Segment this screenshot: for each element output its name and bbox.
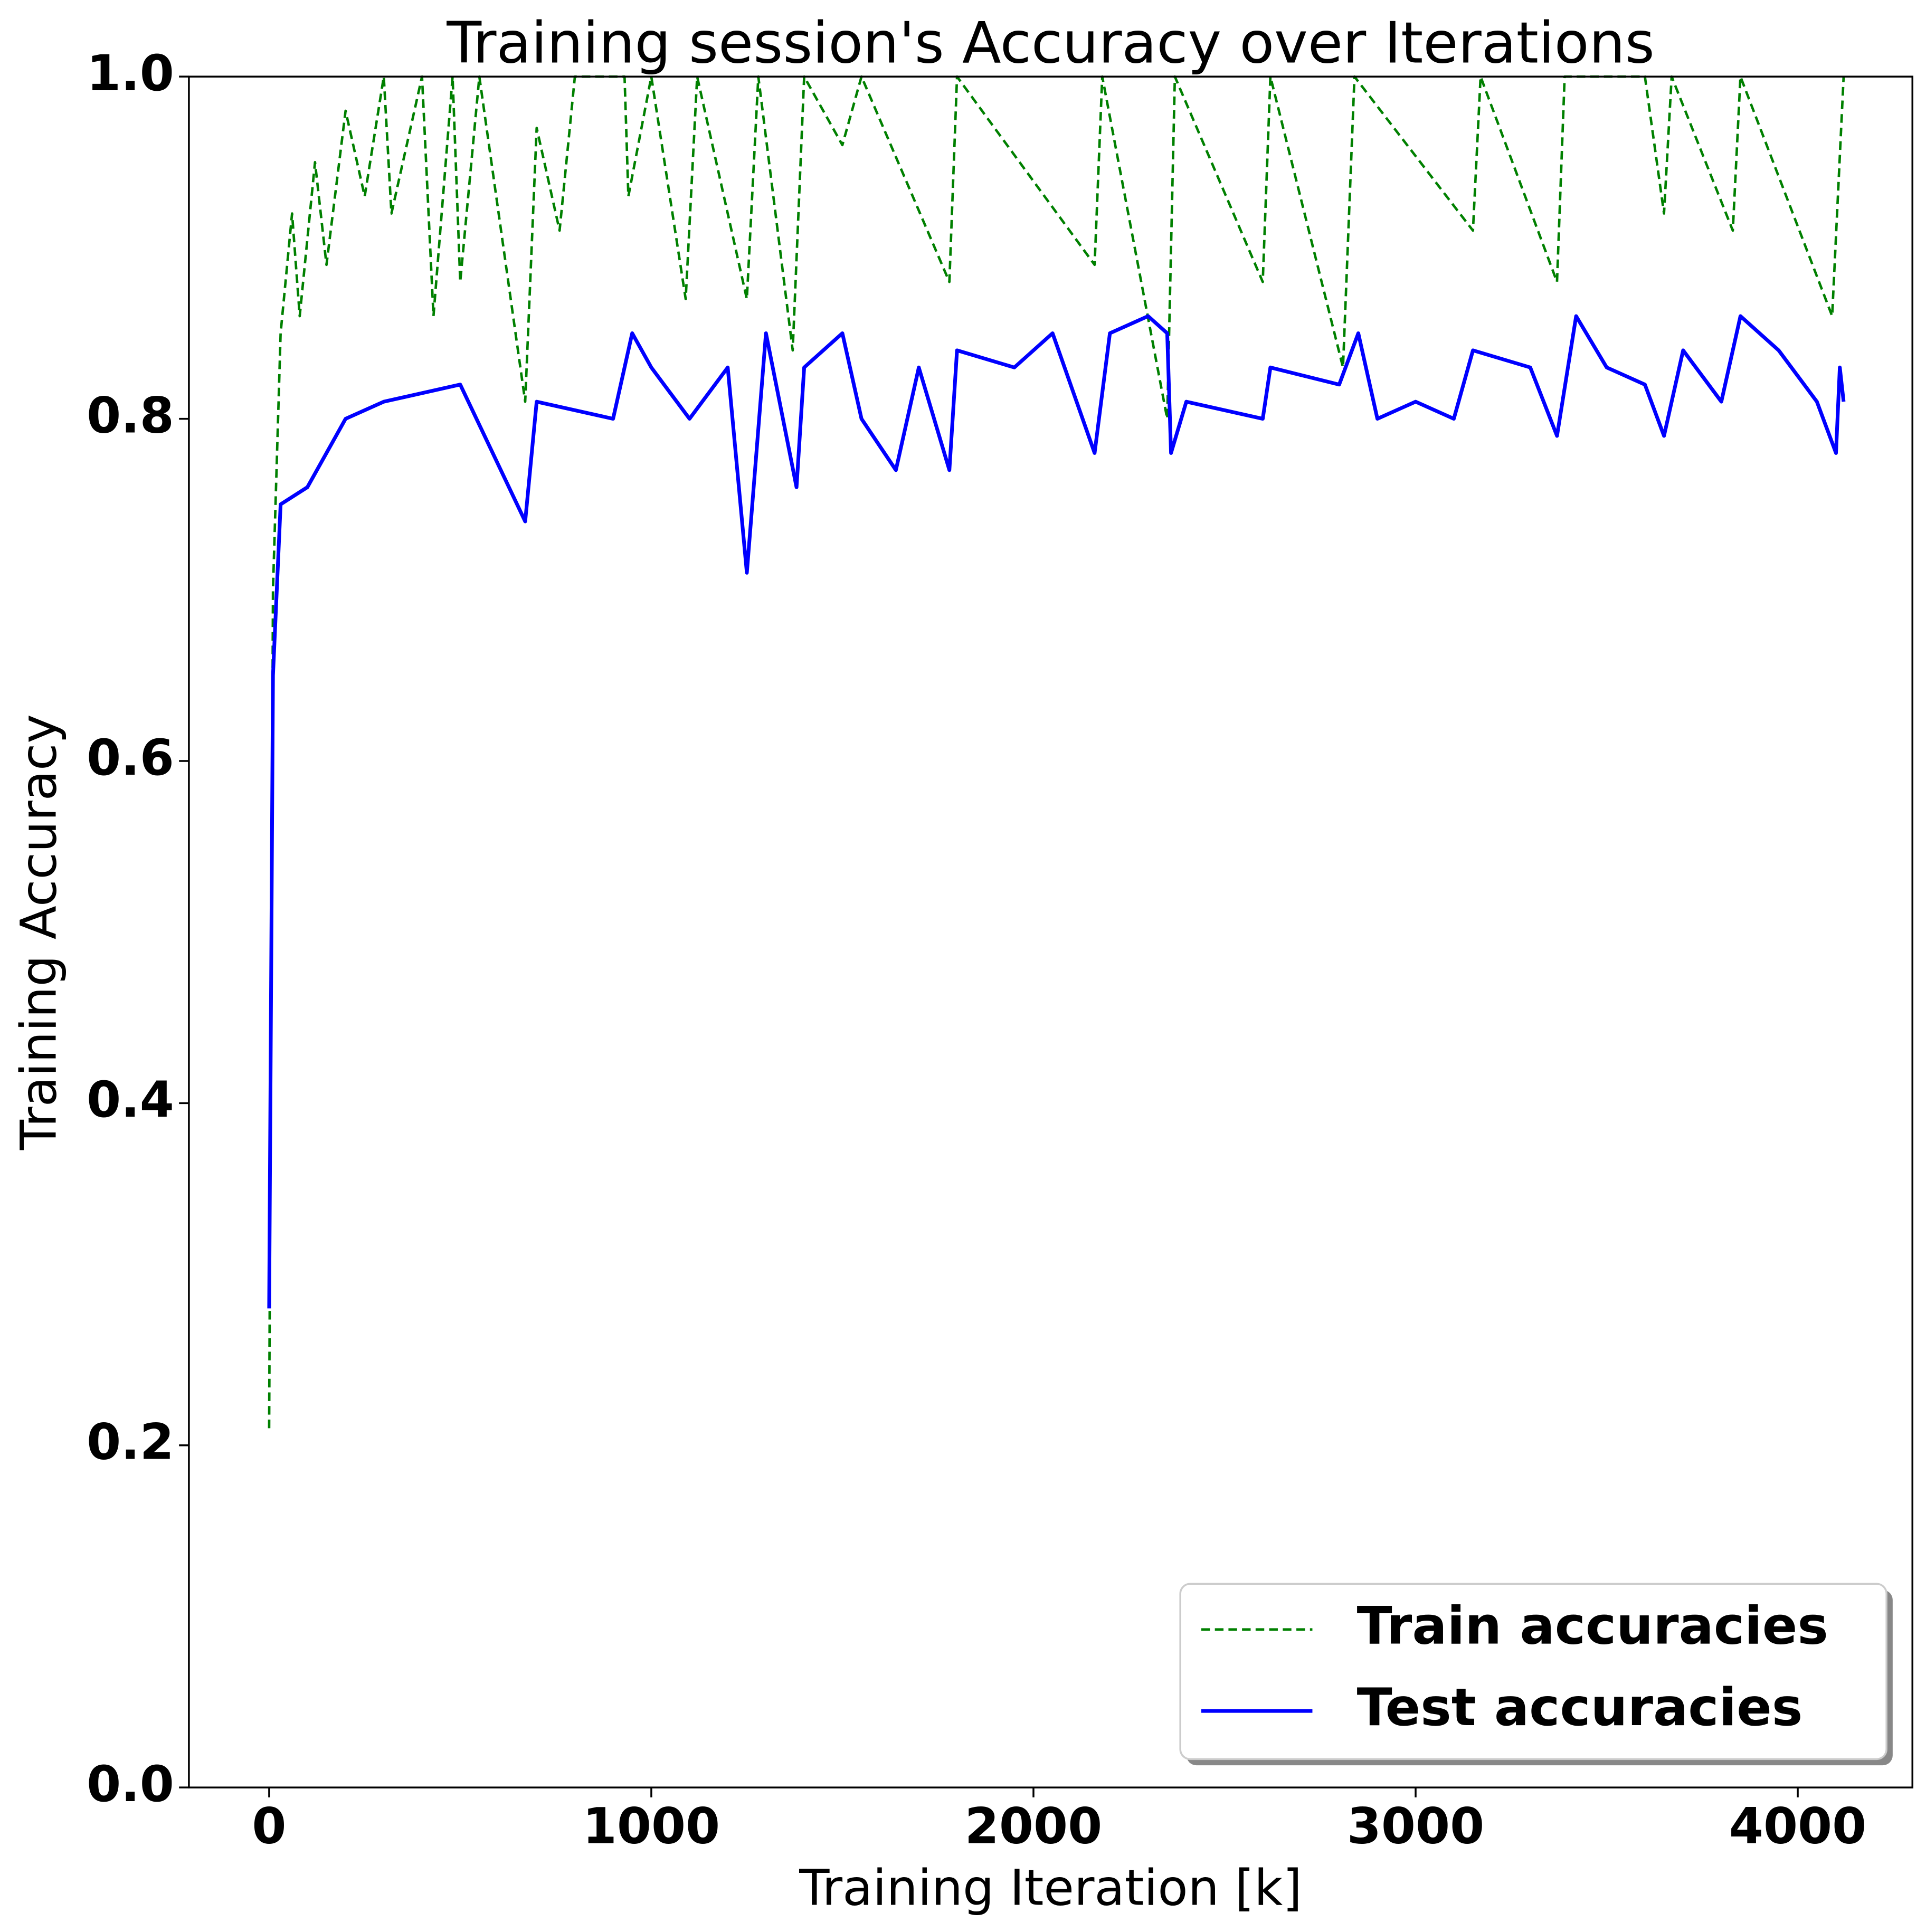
y-tick-label: 0.2: [87, 1414, 174, 1471]
x-tick-label: 3000: [1347, 1798, 1484, 1855]
plot-area: 0.0 0.2 0.4 0.6 0.8 1.0 0 1000 2000 3000 4000: [87, 45, 1866, 1855]
legend-label: Train accuracies: [1357, 1596, 1828, 1657]
legend-label: Test accuracies: [1357, 1678, 1803, 1738]
chart-title: Training session's Accuracy over Iterati…: [446, 10, 1655, 76]
x-tick-label: 4000: [1729, 1798, 1866, 1855]
y-tick-label: 1.0: [87, 45, 174, 102]
series-line: [268, 75, 1845, 1429]
x-tick-label: 1000: [583, 1798, 720, 1855]
y-tick-label: 0.0: [87, 1756, 174, 1813]
x-tick-label: 0: [252, 1798, 286, 1855]
axes-frame: [188, 75, 1914, 1788]
series-line: [267, 314, 1846, 1309]
y-tick-label: 0.6: [87, 729, 174, 787]
y-tick-label: 0.4: [87, 1071, 174, 1129]
legend-box: [1179, 1583, 1887, 1760]
legend: Train accuracies Test accuracies: [1179, 1583, 1893, 1766]
y-tick-label: 0.8: [87, 387, 174, 444]
x-tick-label: 2000: [965, 1798, 1102, 1855]
x-axis-label: Training Iteration [k]: [799, 1860, 1302, 1917]
y-axis-label: Training Accuracy: [10, 714, 68, 1150]
